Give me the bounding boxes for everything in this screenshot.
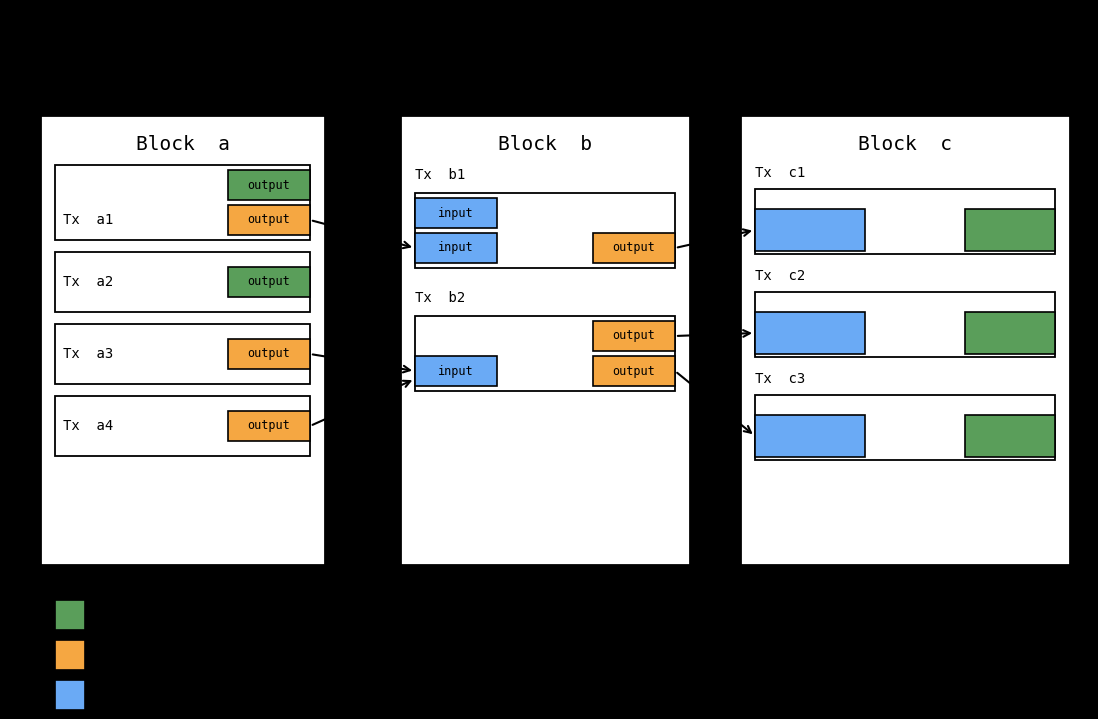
- Bar: [228, 205, 310, 235]
- Bar: [415, 198, 497, 228]
- Bar: [228, 170, 310, 200]
- Text: output: output: [248, 178, 290, 191]
- Text: Tx  a3: Tx a3: [63, 347, 113, 361]
- Text: input: input: [438, 365, 474, 377]
- Text: input: input: [438, 206, 474, 219]
- Bar: [415, 356, 497, 386]
- Bar: [965, 415, 1055, 457]
- Bar: [55, 324, 310, 384]
- Bar: [228, 267, 310, 297]
- Text: Tx  b1: Tx b1: [415, 168, 466, 182]
- Text: Block  b: Block b: [498, 135, 592, 155]
- Bar: [415, 193, 675, 268]
- Bar: [400, 115, 690, 565]
- Bar: [965, 209, 1055, 251]
- Bar: [40, 115, 325, 565]
- Text: Tx  c3: Tx c3: [755, 372, 805, 386]
- Bar: [55, 680, 85, 710]
- Text: output: output: [248, 275, 290, 288]
- Text: Tx  c2: Tx c2: [755, 269, 805, 283]
- Text: output: output: [613, 242, 656, 255]
- Bar: [740, 115, 1069, 565]
- Bar: [55, 165, 310, 240]
- Text: input: input: [438, 242, 474, 255]
- Bar: [755, 292, 1055, 357]
- Bar: [593, 321, 675, 351]
- Bar: [415, 316, 675, 391]
- Bar: [55, 640, 85, 670]
- Bar: [593, 356, 675, 386]
- Text: Tx  c1: Tx c1: [755, 166, 805, 180]
- Bar: [228, 339, 310, 369]
- Bar: [228, 411, 310, 441]
- Text: output: output: [248, 347, 290, 360]
- Bar: [55, 252, 310, 312]
- Bar: [593, 233, 675, 263]
- Bar: [415, 233, 497, 263]
- Text: output: output: [613, 365, 656, 377]
- Text: output: output: [613, 329, 656, 342]
- Text: output: output: [248, 214, 290, 226]
- Text: Block  c: Block c: [858, 135, 952, 155]
- Bar: [55, 600, 85, 630]
- Text: Block  a: Block a: [135, 135, 229, 155]
- Text: Tx  b2: Tx b2: [415, 291, 466, 305]
- Text: Tx  a1: Tx a1: [63, 213, 113, 227]
- Text: Tx  a4: Tx a4: [63, 419, 113, 433]
- Text: Tx  a2: Tx a2: [63, 275, 113, 289]
- Bar: [755, 415, 865, 457]
- Bar: [755, 395, 1055, 460]
- Text: output: output: [248, 419, 290, 433]
- Bar: [965, 312, 1055, 354]
- Bar: [755, 312, 865, 354]
- Bar: [55, 396, 310, 456]
- Bar: [755, 209, 865, 251]
- Bar: [755, 189, 1055, 254]
